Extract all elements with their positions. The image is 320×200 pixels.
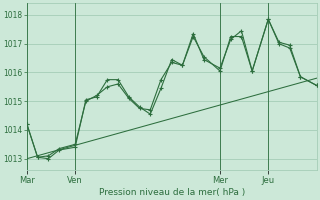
X-axis label: Pression niveau de la mer( hPa ): Pression niveau de la mer( hPa ) <box>99 188 245 197</box>
